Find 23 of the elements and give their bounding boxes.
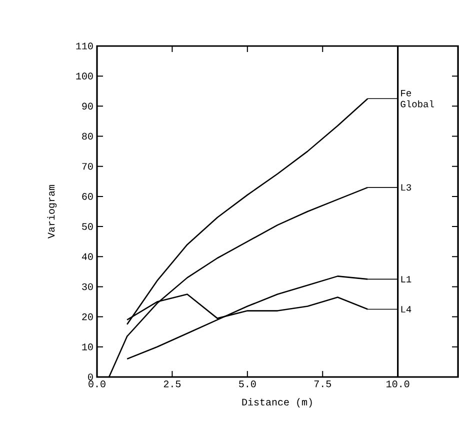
x-tick-label: 5.0 bbox=[239, 380, 256, 388]
y-tick-label: 60 bbox=[82, 193, 93, 200]
y-tick-label: 90 bbox=[82, 102, 93, 110]
y-tick-label: 10 bbox=[82, 343, 93, 350]
x-tick-label: 10.0 bbox=[386, 380, 410, 388]
x-tick-label: 7.5 bbox=[314, 380, 331, 388]
y-tick-label: 30 bbox=[82, 283, 93, 290]
y-tick-label: 40 bbox=[82, 253, 93, 260]
y-tick-label: 70 bbox=[82, 162, 93, 170]
legend-label: Fe Global bbox=[400, 90, 434, 108]
y-axis-title: Variogram bbox=[47, 185, 57, 238]
legend-label: L1 bbox=[401, 276, 412, 282]
y-tick-label: 50 bbox=[82, 223, 93, 230]
y-tick-label: 100 bbox=[76, 72, 93, 80]
x-tick-label: 0.0 bbox=[88, 380, 106, 388]
y-tick-label: 110 bbox=[76, 42, 93, 50]
x-tick-label: 2.5 bbox=[164, 380, 181, 388]
y-tick-label: 20 bbox=[82, 313, 93, 320]
legend-label: L4 bbox=[401, 306, 412, 312]
legend-label: L3 bbox=[401, 184, 412, 191]
y-tick-label: 80 bbox=[82, 132, 93, 140]
x-axis-title: Distance (m) bbox=[242, 398, 312, 408]
y-tick-label: 0 bbox=[88, 374, 93, 380]
